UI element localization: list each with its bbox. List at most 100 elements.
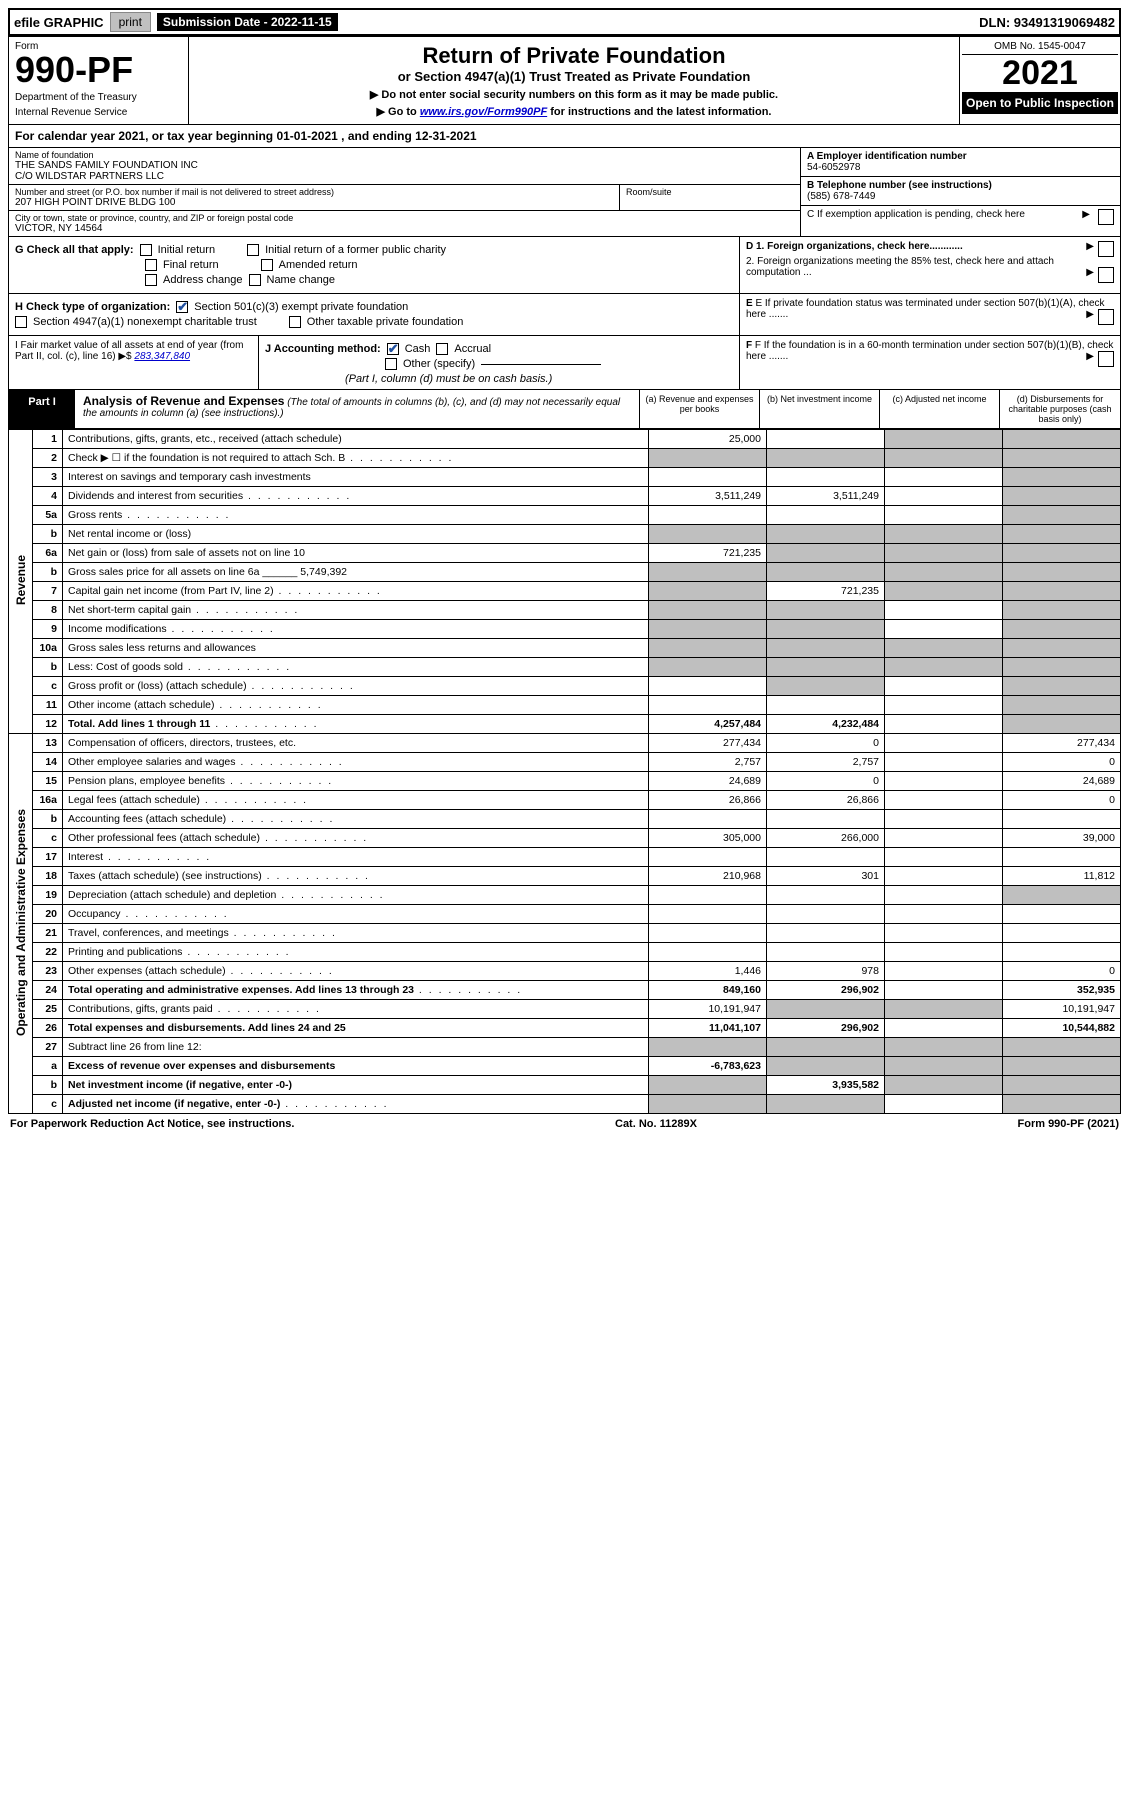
- fmv-amount[interactable]: 283,347,840: [134, 351, 190, 362]
- cell-value: [1003, 810, 1121, 829]
- table-row: 4 Dividends and interest from securities…: [9, 487, 1121, 506]
- line-number: 17: [33, 848, 63, 867]
- cell-value: 266,000: [767, 829, 885, 848]
- d2-checkbox[interactable]: [1098, 267, 1114, 283]
- cell-value: [1003, 924, 1121, 943]
- cell-value: [885, 715, 1003, 734]
- cell-value: 0: [1003, 791, 1121, 810]
- cell-shaded: [767, 620, 885, 639]
- chk-501c3[interactable]: [176, 301, 188, 313]
- line-desc: Taxes (attach schedule) (see instruction…: [63, 867, 649, 886]
- cell-value: [767, 468, 885, 487]
- cell-value: [885, 981, 1003, 1000]
- cell-value: [649, 468, 767, 487]
- e-label: E If private foundation status was termi…: [746, 298, 1105, 320]
- part1-label: Part I: [9, 390, 75, 428]
- d1-label: D 1. Foreign organizations, check here..…: [746, 241, 963, 252]
- line-desc: Interest on savings and temporary cash i…: [63, 468, 649, 487]
- table-row: 27 Subtract line 26 from line 12:: [9, 1038, 1121, 1057]
- line-desc: Contributions, gifts, grants paid: [63, 1000, 649, 1019]
- cell-shaded: [1003, 582, 1121, 601]
- table-row: 14 Other employee salaries and wages 2,7…: [9, 753, 1121, 772]
- ssn-note: ▶ Do not enter social security numbers o…: [199, 88, 949, 101]
- cell-shaded: [1003, 563, 1121, 582]
- line-desc: Capital gain net income (from Part IV, l…: [63, 582, 649, 601]
- cell-value: 10,191,947: [1003, 1000, 1121, 1019]
- d2-label: 2. Foreign organizations meeting the 85%…: [746, 256, 1054, 278]
- cell-shaded: [885, 639, 1003, 658]
- table-row: c Gross profit or (loss) (attach schedul…: [9, 677, 1121, 696]
- chk-initial-former[interactable]: [247, 244, 259, 256]
- print-button[interactable]: print: [110, 12, 151, 32]
- g-label: G Check all that apply:: [15, 244, 134, 256]
- addr-label: Number and street (or P.O. box number if…: [15, 187, 613, 197]
- line-number: c: [33, 829, 63, 848]
- cell-value: [885, 620, 1003, 639]
- table-row: 18 Taxes (attach schedule) (see instruct…: [9, 867, 1121, 886]
- cell-shaded: [1003, 1095, 1121, 1114]
- cell-shaded: [1003, 696, 1121, 715]
- e-checkbox[interactable]: [1098, 309, 1114, 325]
- table-row: 19 Depreciation (attach schedule) and de…: [9, 886, 1121, 905]
- chk-4947[interactable]: [15, 316, 27, 328]
- table-row: 23 Other expenses (attach schedule) 1,44…: [9, 962, 1121, 981]
- cell-shaded: [649, 525, 767, 544]
- form-subtitle: or Section 4947(a)(1) Trust Treated as P…: [199, 69, 949, 84]
- cell-value: 352,935: [1003, 981, 1121, 1000]
- col-d-head: (d) Disbursements for charitable purpose…: [1000, 390, 1120, 428]
- chk-cash[interactable]: [387, 343, 399, 355]
- cell-value: 10,544,882: [1003, 1019, 1121, 1038]
- line-desc: Net rental income or (loss): [63, 525, 649, 544]
- chk-namechg[interactable]: [249, 274, 261, 286]
- part1-header: Part I Analysis of Revenue and Expenses …: [8, 390, 1121, 429]
- line-desc: Travel, conferences, and meetings: [63, 924, 649, 943]
- line-number: 18: [33, 867, 63, 886]
- cell-value: [649, 696, 767, 715]
- cell-value: 849,160: [649, 981, 767, 1000]
- line-number: 24: [33, 981, 63, 1000]
- line-number: 2: [33, 449, 63, 468]
- cell-shaded: [649, 449, 767, 468]
- table-row: b Gross sales price for all assets on li…: [9, 563, 1121, 582]
- c-checkbox[interactable]: [1098, 209, 1114, 225]
- chk-address[interactable]: [145, 274, 157, 286]
- table-row: 24 Total operating and administrative ex…: [9, 981, 1121, 1000]
- cell-value: [885, 468, 1003, 487]
- chk-amended[interactable]: [261, 259, 273, 271]
- line-desc: Net short-term capital gain: [63, 601, 649, 620]
- cell-value: [885, 1019, 1003, 1038]
- cell-value: [885, 753, 1003, 772]
- line-desc: Total. Add lines 1 through 11: [63, 715, 649, 734]
- chk-accrual[interactable]: [436, 343, 448, 355]
- cell-value: [1003, 848, 1121, 867]
- line-desc: Other expenses (attach schedule): [63, 962, 649, 981]
- cell-shaded: [649, 620, 767, 639]
- cell-shaded: [767, 525, 885, 544]
- name-label: Name of foundation: [15, 150, 794, 160]
- line-desc: Printing and publications: [63, 943, 649, 962]
- irs-link[interactable]: www.irs.gov/Form990PF: [420, 106, 547, 118]
- cell-value: [767, 696, 885, 715]
- cell-value: 10,191,947: [649, 1000, 767, 1019]
- cell-value: 721,235: [649, 544, 767, 563]
- cell-value: 0: [1003, 962, 1121, 981]
- cell-value: 978: [767, 962, 885, 981]
- line-number: 11: [33, 696, 63, 715]
- cell-shaded: [1003, 525, 1121, 544]
- line-desc: Accounting fees (attach schedule): [63, 810, 649, 829]
- d1-checkbox[interactable]: [1098, 241, 1114, 257]
- cell-value: [885, 487, 1003, 506]
- j-label: J Accounting method:: [265, 343, 381, 355]
- table-row: 25 Contributions, gifts, grants paid 10,…: [9, 1000, 1121, 1019]
- cell-value: [767, 905, 885, 924]
- line-desc: Depreciation (attach schedule) and deple…: [63, 886, 649, 905]
- cell-shaded: [1003, 658, 1121, 677]
- chk-initial[interactable]: [140, 244, 152, 256]
- f-checkbox[interactable]: [1098, 351, 1114, 367]
- chk-other-method[interactable]: [385, 358, 397, 370]
- line-desc: Check ▶ ☐ if the foundation is not requi…: [63, 449, 649, 468]
- line-desc: Other income (attach schedule): [63, 696, 649, 715]
- cell-shaded: [649, 1076, 767, 1095]
- chk-other-tax[interactable]: [289, 316, 301, 328]
- chk-final[interactable]: [145, 259, 157, 271]
